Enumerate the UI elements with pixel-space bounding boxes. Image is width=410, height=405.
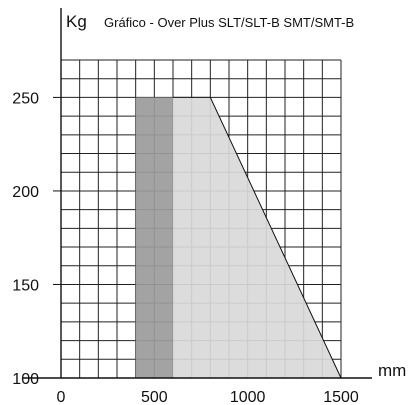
chart-title: Gráfico - Over Plus SLT/SLT-B SMT/SMT-B <box>104 15 354 30</box>
series-area-light <box>173 97 341 378</box>
plot-area <box>135 96 342 379</box>
axes <box>22 8 372 379</box>
labels: Kg Gráfico - Over Plus SLT/SLT-B SMT/SMT… <box>12 12 406 405</box>
series-line <box>173 96 342 379</box>
y-tick-label: 100 <box>12 371 39 388</box>
x-tick-label: 1500 <box>323 389 359 405</box>
x-tick-label: 0 <box>57 389 66 405</box>
x-tick-label: 1000 <box>230 389 266 405</box>
y-tick-label: 150 <box>12 277 39 294</box>
x-axis-unit-label: mm <box>378 361 406 380</box>
y-tick-label: 200 <box>12 184 39 201</box>
x-tick-label: 500 <box>141 389 168 405</box>
y-axis-unit-label: Kg <box>66 12 87 31</box>
y-tick-label: 250 <box>12 90 39 107</box>
series-area-dark <box>135 97 173 378</box>
